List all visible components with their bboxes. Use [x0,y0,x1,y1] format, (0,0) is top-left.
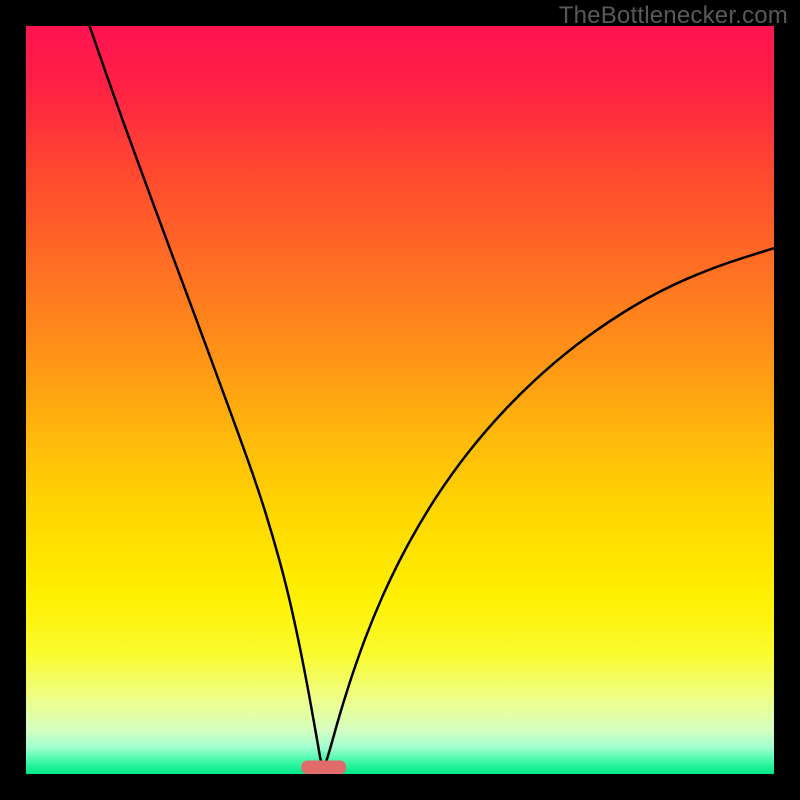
chart-frame: TheBottlenecker.com [0,0,800,800]
optimal-point-marker [301,761,346,774]
watermark-label: TheBottlenecker.com [559,2,788,30]
bottleneck-curve [90,26,774,765]
chart-svg [0,0,800,800]
